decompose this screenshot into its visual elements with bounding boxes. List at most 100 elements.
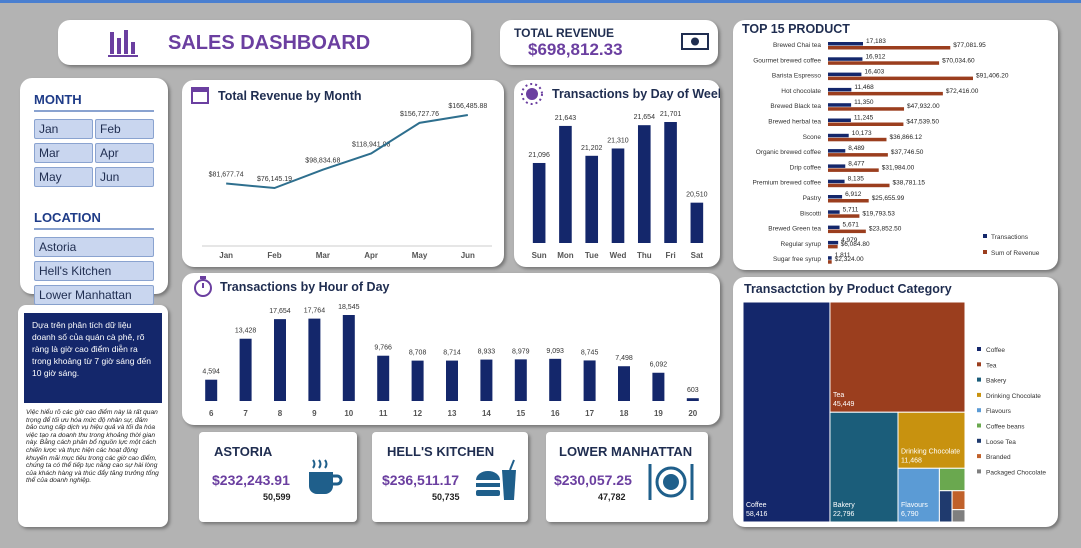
bar (828, 87, 852, 92)
total-revenue-card: TOTAL REVENUE $698,812.33 (500, 20, 718, 65)
filter-option[interactable]: Jan (34, 119, 93, 139)
data-label: $38,781.15 (893, 180, 926, 187)
chart: Transactions by Day of Week 21,096 Sun 21,6… (521, 83, 725, 260)
y-tick-label: Scone (803, 134, 822, 141)
x-tick-label: May (412, 251, 428, 260)
bar (828, 42, 863, 46)
store-card: LOWER MANHATTAN $230,057.25 47,782 (546, 432, 708, 522)
legend-label: Sum of Revenue (991, 250, 1040, 257)
data-label: $76,145.19 (257, 176, 292, 183)
filter-option[interactable]: May (34, 167, 93, 187)
chart-panel: TOP 15 PRODUCT 17,183 16,912 16,403 11,468 11… (733, 20, 1058, 270)
legend-swatch (983, 250, 987, 254)
chart-title: Transactions by Day of Week (552, 87, 720, 101)
data-label: 21,310 (607, 137, 629, 144)
y-tick-label: Brewed Black tea (770, 103, 821, 110)
cell-value: 45,449 (833, 401, 855, 408)
insight-highlight: Dựa trên phân tích dữ liệu doanh số của … (24, 313, 162, 403)
data-label: 20,510 (686, 192, 708, 199)
x-tick-label: 12 (413, 409, 422, 418)
filter-option[interactable]: Apr (95, 143, 154, 163)
data-label: $47,932.00 (907, 103, 940, 110)
data-label: 9,766 (374, 345, 392, 352)
filter-option[interactable]: Jun (95, 167, 154, 187)
data-label: 16,912 (865, 53, 885, 60)
chart-panel: Transactction by Product Category Coffee 5… (733, 277, 1058, 527)
bar (828, 46, 951, 50)
filter-option[interactable]: Feb (95, 119, 154, 139)
data-label: 13,428 (235, 328, 257, 335)
data-label: $72,416.00 (946, 88, 979, 95)
bar (828, 210, 840, 214)
bar (690, 202, 704, 243)
chart: Transactions by Hour of Day 4,594 6 13,428 7… (194, 276, 699, 418)
bar (828, 61, 940, 65)
x-tick-label: Tue (585, 251, 599, 260)
bar (828, 91, 943, 96)
store-card: HELL'S KITCHEN $236,511.17 50,735 (372, 432, 528, 522)
data-label: 9,093 (546, 348, 564, 355)
data-label: 8,135 (848, 176, 865, 183)
bar (828, 183, 890, 188)
bar (828, 229, 866, 234)
store-name: LOWER MANHATTAN (559, 444, 693, 459)
data-label: 6,912 (845, 191, 862, 198)
y-tick-label: Gourmet brewed coffee (753, 57, 821, 64)
x-tick-label: Thu (637, 251, 652, 260)
data-label: 8,477 (848, 160, 865, 167)
treemap-cell (742, 301, 831, 523)
data-label: $156,727.76 (400, 111, 439, 118)
legend-swatch (977, 377, 981, 382)
data-label: 17,183 (866, 38, 886, 45)
bar (532, 162, 546, 243)
data-label: $81,677.74 (209, 172, 244, 179)
y-tick-label: Brewed Chai tea (773, 42, 821, 49)
dashboard-title: SALES DASHBOARD (168, 32, 371, 54)
y-tick-label: Pastry (803, 195, 822, 202)
x-tick-label: 19 (654, 409, 663, 418)
filter-title: MONTH (34, 92, 154, 112)
data-label: $23,852.50 (869, 226, 902, 233)
treemap-cell (938, 467, 966, 492)
data-label: 8,745 (581, 349, 599, 356)
x-tick-label: 10 (344, 409, 353, 418)
data-label: $98,834.68 (305, 158, 340, 165)
data-label: 10,173 (852, 130, 872, 137)
bar (828, 57, 863, 61)
legend-swatch (977, 438, 981, 443)
store-transactions: 50,599 (263, 492, 291, 502)
x-tick-label: Sat (691, 251, 704, 260)
data-label: $77,081.95 (953, 42, 986, 49)
legend-swatch (977, 392, 981, 397)
filter-option[interactable]: Astoria (34, 237, 154, 257)
x-tick-label: 17 (585, 409, 594, 418)
plate-icon (648, 464, 694, 500)
data-label: 4,979 (841, 237, 858, 244)
data-label: 21,654 (634, 114, 656, 121)
data-label: $25,655.99 (872, 195, 905, 202)
chart-panel: Total Revenue by Month $81,677.74 Jan $76,1… (182, 80, 504, 267)
y-tick-label: Regular syrup (781, 241, 822, 248)
y-tick-label: Hot chocolate (781, 88, 821, 95)
bar (342, 315, 355, 401)
treemap-cell (951, 509, 966, 523)
y-tick-label: Brewed Green tea (768, 226, 821, 233)
data-label: 16,403 (864, 69, 884, 76)
filter-option[interactable]: Lower Manhattan (34, 285, 154, 305)
chart: TOP 15 PRODUCT 17,183 16,912 16,403 11,468 11… (742, 22, 1040, 264)
bar (583, 360, 596, 401)
data-label: 6,092 (650, 362, 668, 369)
y-tick-label: Premium brewed coffee (752, 180, 821, 187)
filter-option[interactable]: Hell's Kitchen (34, 261, 154, 281)
cell-label: Flavours (901, 502, 928, 509)
filter-option[interactable]: Mar (34, 143, 93, 163)
treemap-cell (938, 490, 953, 523)
money-icon (681, 33, 709, 50)
data-label: $37,746.50 (891, 149, 924, 156)
kpi-value: $698,812.33 (528, 40, 623, 59)
x-tick-label: Jun (461, 251, 475, 260)
legend-label: Bakery (986, 378, 1007, 385)
filter-title: LOCATION (34, 210, 154, 230)
x-tick-label: Mon (557, 251, 574, 260)
bar (828, 137, 887, 142)
